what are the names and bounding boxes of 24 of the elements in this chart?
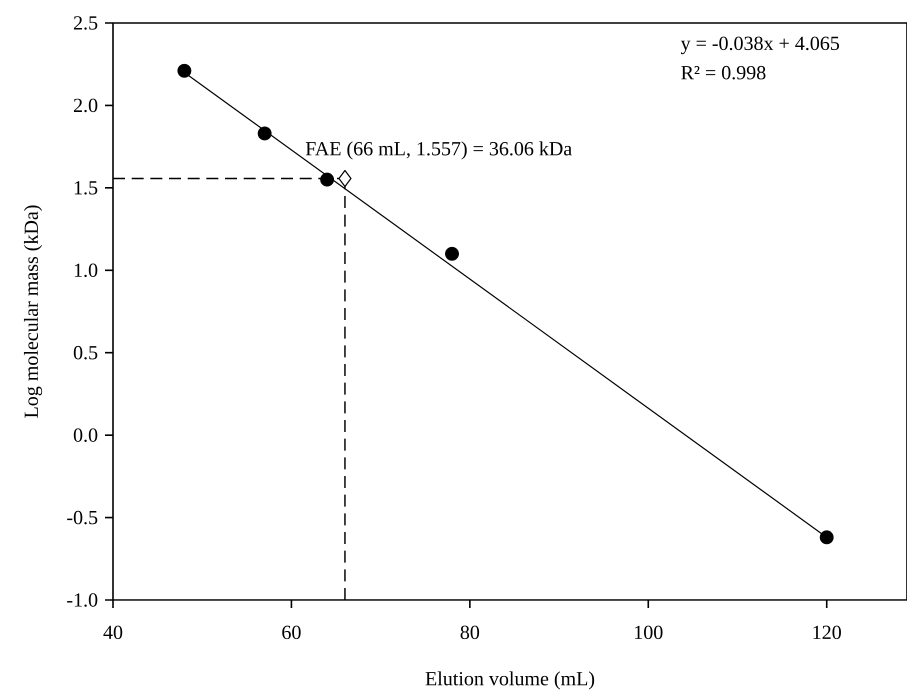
y-axis-title: Log molecular mass (kDa) [24, 205, 42, 418]
x-tick-label: 100 [635, 626, 663, 640]
x-axis-title: Elution volume (mL) [426, 671, 594, 690]
x-tick-label: 40 [103, 626, 122, 640]
y-tick-label: 0.0 [74, 428, 98, 442]
x-tick-label: 80 [460, 626, 480, 640]
point [258, 126, 272, 140]
point [820, 530, 834, 544]
annotation: R² = 0.998 [681, 66, 766, 80]
y-tick-label: 2.5 [74, 16, 98, 30]
y-tick-label: 1.5 [74, 181, 98, 195]
y-tick-label: -0.5 [67, 510, 98, 524]
y-tick-label: -1.0 [67, 593, 98, 607]
annotation: y = -0.038x + 4.065 [680, 36, 840, 54]
point [177, 64, 192, 78]
point [320, 172, 334, 187]
point [338, 170, 352, 188]
x-tick-label: 120 [813, 626, 841, 640]
y-tick-label: 0.5 [74, 346, 98, 360]
x-tick-label: 60 [282, 626, 301, 640]
point [445, 246, 459, 261]
y-tick-label: 1.0 [74, 263, 98, 278]
annotation: FAE (66 mL, 1.557) = 36.06 kDa [306, 141, 572, 160]
y-tick-label: 2.0 [74, 98, 98, 112]
